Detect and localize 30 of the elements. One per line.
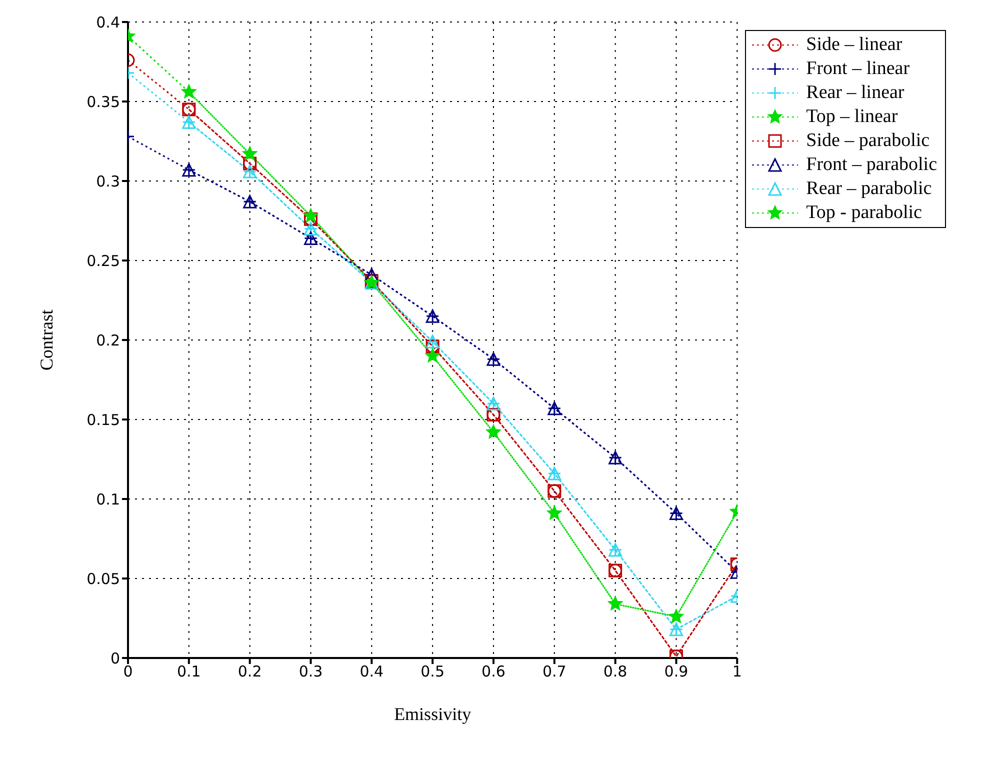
x-tick-label: 0.1 (176, 662, 201, 681)
x-tick-label: 0.2 (238, 662, 262, 681)
y-tick-label: 0.35 (86, 92, 120, 111)
y-tick-label: 0.05 (86, 570, 120, 588)
y-tick-label: 0.3 (96, 172, 120, 190)
y-tick-label: 0.4 (96, 13, 120, 32)
y-tick-label: 0.25 (86, 252, 120, 270)
x-axis-title: Emissivity (394, 704, 472, 724)
y-tick-label: 0.2 (96, 331, 120, 350)
y-tick-label: 0 (110, 649, 120, 668)
legend-label: Top - parabolic (806, 202, 922, 224)
legend-label: Rear – parabolic (806, 178, 932, 200)
legend-label: Side – linear (806, 34, 902, 56)
x-tick-label: 1 (732, 662, 742, 681)
y-axis-title: Contrast (36, 310, 56, 370)
x-tick-label: 0 (123, 662, 133, 681)
x-tick-label: 0.6 (482, 662, 506, 681)
x-tick-label: 0.7 (542, 662, 566, 681)
legend-label: Side – parabolic (806, 130, 930, 152)
y-tick-label: 0.15 (86, 410, 120, 429)
x-tick-label: 0.8 (603, 662, 628, 681)
legend-label: Rear – linear (806, 82, 904, 104)
legend-label: Front – linear (806, 58, 910, 80)
x-tick-label: 0.4 (360, 662, 384, 681)
legend-label: Top – linear (806, 106, 898, 128)
x-tick-label: 0.9 (664, 662, 688, 681)
x-tick-label: 0.5 (420, 662, 444, 681)
y-tick-label: 0.1 (96, 490, 120, 508)
x-tick-label: 0.3 (298, 662, 323, 681)
legend-label: Front – parabolic (806, 154, 937, 176)
